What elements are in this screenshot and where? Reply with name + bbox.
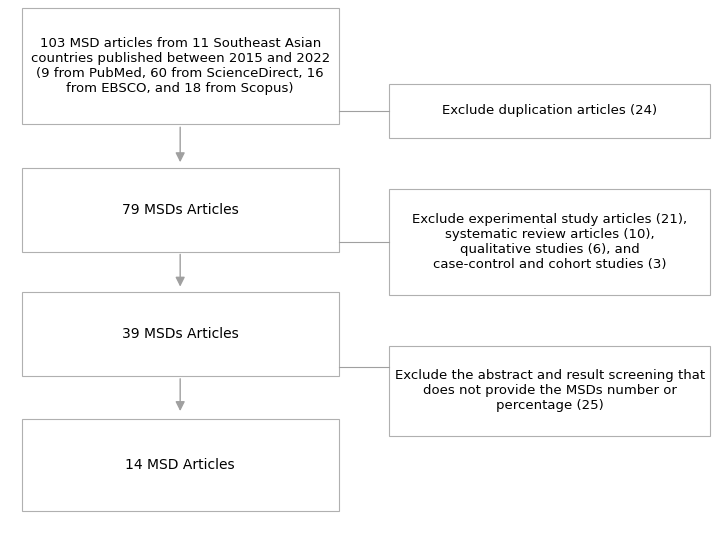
Text: 79 MSDs Articles: 79 MSDs Articles [122,203,239,216]
FancyBboxPatch shape [22,168,339,252]
FancyBboxPatch shape [389,84,710,138]
FancyBboxPatch shape [22,8,339,124]
FancyBboxPatch shape [22,292,339,376]
Text: 103 MSD articles from 11 Southeast Asian
countries published between 2015 and 20: 103 MSD articles from 11 Southeast Asian… [31,37,330,95]
Text: 14 MSD Articles: 14 MSD Articles [125,458,235,472]
Text: 39 MSDs Articles: 39 MSDs Articles [122,327,239,341]
FancyBboxPatch shape [389,346,710,436]
FancyBboxPatch shape [389,189,710,295]
Text: Exclude the abstract and result screening that
does not provide the MSDs number : Exclude the abstract and result screenin… [395,370,705,412]
Text: Exclude duplication articles (24): Exclude duplication articles (24) [442,104,657,117]
FancyBboxPatch shape [22,419,339,511]
Text: Exclude experimental study articles (21),
systematic review articles (10),
quali: Exclude experimental study articles (21)… [412,213,687,271]
